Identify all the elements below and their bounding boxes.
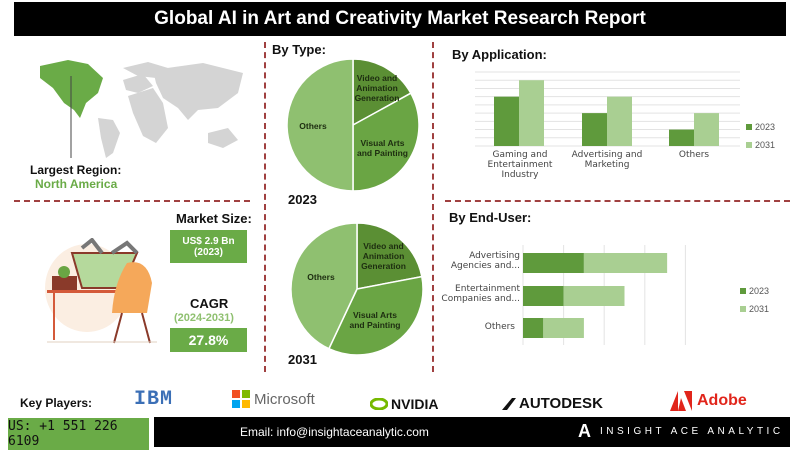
market-size-label: Market Size: — [176, 211, 252, 226]
end-user-bar-chart — [522, 245, 686, 345]
pie-slice — [352, 58, 412, 127]
bar-2031 — [563, 286, 625, 306]
category-label: Gaming and Entertainment Industry — [487, 150, 553, 180]
nvidia-logo: NVIDIA — [370, 396, 438, 412]
pie-chart-2023 — [286, 58, 420, 192]
bar-2023 — [523, 318, 544, 338]
bar-2023 — [523, 286, 564, 306]
nvidia-icon — [370, 398, 388, 410]
legend-2023: 2023 — [746, 122, 775, 132]
key-players-label: Key Players: — [20, 396, 93, 410]
category-label: Advertising Agencies and... — [450, 251, 520, 271]
category-label: Entertainment Companies and... — [441, 284, 520, 304]
by-application-title: By Application: — [452, 47, 547, 62]
report-title: Global AI in Art and Creativity Market R… — [14, 2, 786, 36]
largest-region-label: Largest Region: — [30, 163, 122, 177]
category-label: Others — [678, 150, 710, 160]
legend-2031: 2031 — [746, 140, 775, 150]
pie-label: Others — [307, 272, 335, 282]
legend-2031: 2031 — [740, 304, 769, 314]
pie-slice — [327, 275, 424, 356]
cagr-value: 27.8% — [170, 328, 247, 352]
bar-2023 — [669, 129, 694, 146]
bar-2031 — [519, 80, 544, 146]
microsoft-logo: Microsoft — [232, 390, 315, 408]
pie-label: Visual Arts and Painting — [349, 310, 401, 330]
pie-slice — [352, 92, 420, 192]
market-size-year: (2023) — [194, 246, 223, 258]
pie-slice — [356, 222, 423, 290]
pie-chart-2031 — [290, 222, 424, 356]
pie-slice — [286, 58, 354, 192]
pie-label: Visual Arts and Painting — [357, 138, 408, 158]
footer-bar: Email: info@insightaceanalytic.com A INS… — [154, 417, 790, 447]
market-size-box: US$ 2.9 Bn (2023) — [170, 230, 247, 263]
autodesk-logo: AUTODESK — [502, 395, 603, 412]
bar-2023 — [582, 113, 607, 146]
email: Email: info@insightaceanalytic.com — [240, 425, 429, 439]
pie-caption-2023: 2023 — [288, 192, 317, 207]
pie-label: Others — [299, 121, 327, 131]
bar-2023 — [494, 96, 519, 146]
market-size-value: US$ 2.9 Bn — [182, 235, 235, 247]
cagr-label: CAGR — [190, 296, 229, 311]
brand-icon: A — [578, 421, 591, 441]
by-type-title: By Type: — [272, 42, 326, 57]
category-label: Advertising and Marketing — [571, 150, 643, 170]
application-bar-chart — [475, 71, 740, 147]
divider — [445, 200, 790, 202]
bar-2031 — [607, 96, 632, 146]
adobe-logo: Adobe — [670, 391, 747, 411]
artist-desk-illustration — [45, 238, 157, 344]
pie-slice — [290, 222, 358, 350]
cagr-period: (2024-2031) — [174, 312, 234, 324]
pie-caption-2031: 2031 — [288, 352, 317, 367]
largest-region-value: North America — [35, 177, 118, 191]
adobe-icon — [670, 391, 692, 411]
bar-2031 — [583, 253, 668, 273]
divider — [14, 200, 250, 202]
divider — [432, 42, 434, 372]
brand-name: INSIGHT ACE ANALYTIC — [600, 426, 784, 437]
phone-number: US: +1 551 226 6109 — [8, 418, 149, 450]
bar-2031 — [543, 318, 584, 338]
pie-label: Video and Animation Generation — [361, 241, 406, 271]
legend-2023: 2023 — [740, 286, 769, 296]
by-end-user-title: By End-User: — [449, 210, 532, 225]
bar-2023 — [523, 253, 584, 273]
bar-2031 — [694, 113, 719, 146]
microsoft-icon — [232, 390, 250, 408]
category-label: Others — [484, 322, 515, 332]
ibm-logo: IBM — [134, 388, 174, 411]
world-map — [40, 60, 243, 158]
divider — [264, 42, 266, 372]
pie-label: Video and Animation Generation — [354, 73, 400, 103]
autodesk-icon — [502, 397, 516, 410]
